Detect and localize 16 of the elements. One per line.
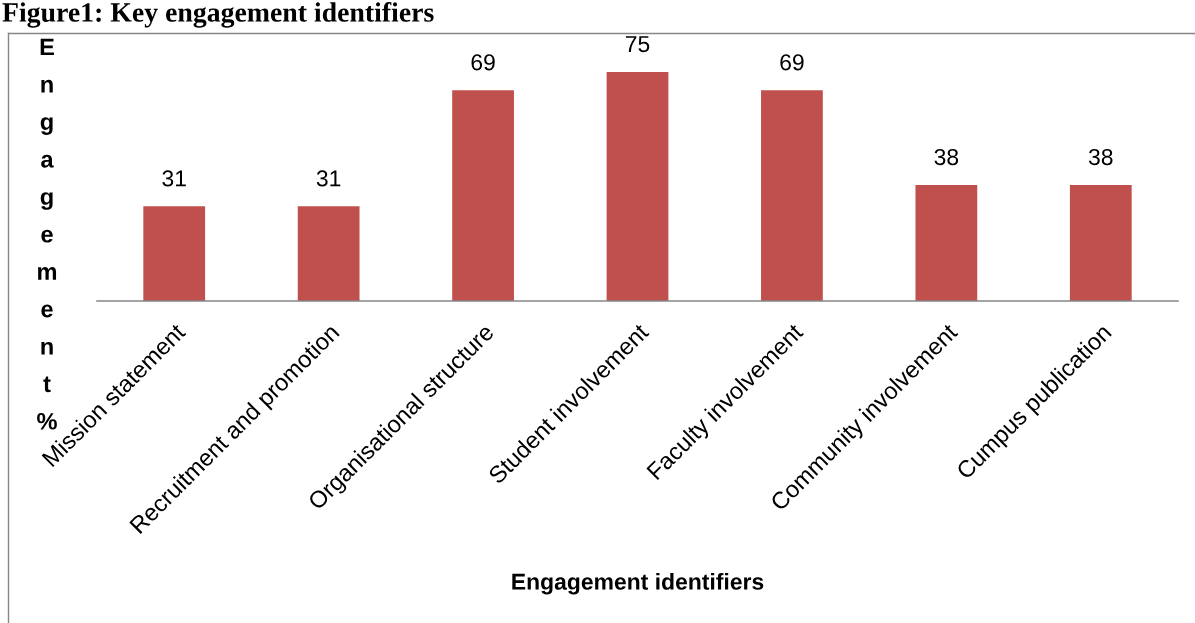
bar (143, 206, 206, 301)
bar (761, 90, 823, 301)
chart-title: Figure1: Key engagement identifiers (2, 2, 434, 28)
data-label: 38 (934, 148, 959, 166)
data-label: 69 (471, 54, 495, 71)
bar (915, 184, 978, 301)
bar (606, 71, 669, 301)
x-axis-title: Engagement identifiers (512, 573, 764, 595)
data-label: 75 (625, 36, 650, 53)
bar (297, 206, 360, 301)
bar (452, 90, 514, 301)
data-label: 31 (316, 170, 341, 187)
bar (1069, 184, 1132, 301)
data-label: 31 (162, 170, 186, 187)
data-label: 69 (780, 54, 804, 71)
data-label: 38 (1088, 148, 1113, 166)
